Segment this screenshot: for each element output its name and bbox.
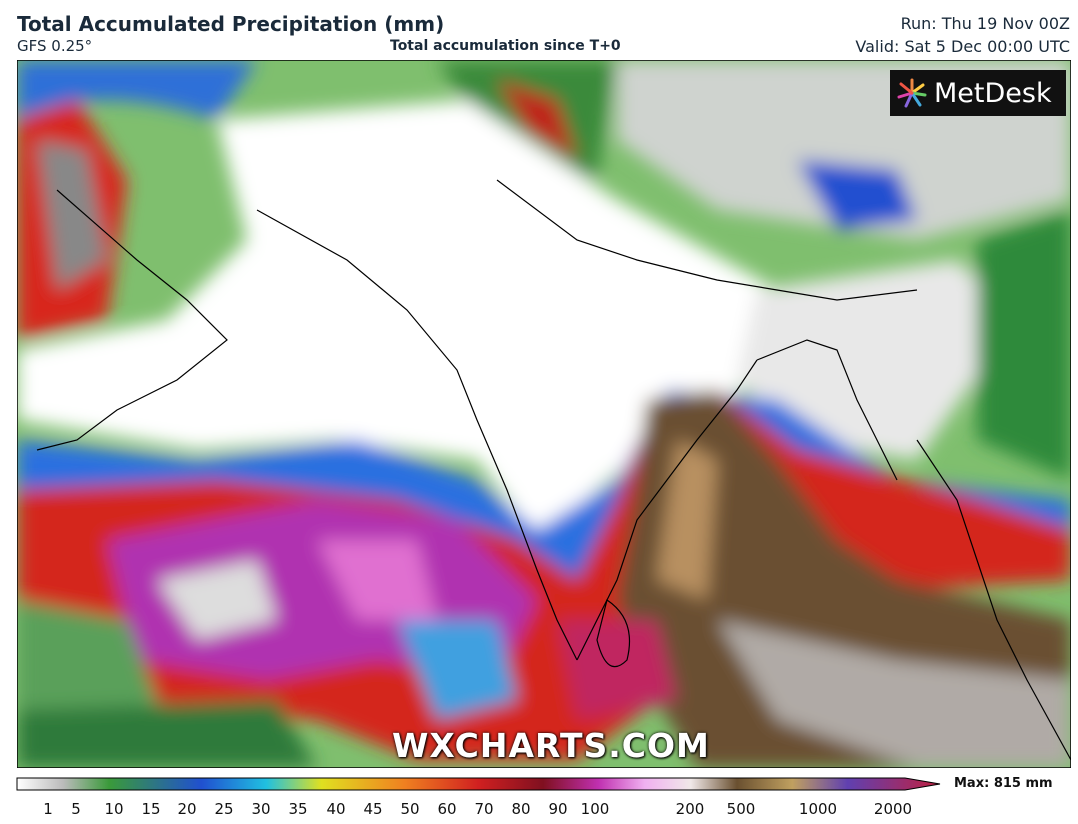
colorbar-tick-label: 1 (43, 800, 53, 818)
colorbar-tick-label: 1000 (798, 800, 838, 818)
logo: MetDesk (890, 70, 1066, 116)
colorbar-tick-label: 60 (437, 800, 457, 818)
subtitle: Total accumulation since T+0 (390, 38, 621, 54)
max-label: Max: 815 mm (954, 776, 1053, 791)
colorbar-tick-label: 30 (251, 800, 271, 818)
colorbar-tick-label: 10 (104, 800, 124, 818)
colorbar-tick-label: 35 (288, 800, 308, 818)
logo-icon (897, 78, 927, 108)
colorbar-tick-label: 25 (214, 800, 234, 818)
colorbar-tick-label: 5 (71, 800, 81, 818)
colorbar-tick-label: 70 (474, 800, 494, 818)
colorbar-tick-label: 40 (326, 800, 346, 818)
colorbar-tick-label: 2000 (873, 800, 913, 818)
colorbar-tick-label: 100 (580, 800, 610, 818)
colorbar-tick-label: 90 (548, 800, 568, 818)
watermark: WXCHARTS.COM (392, 726, 710, 765)
colorbar-tick-label: 20 (177, 800, 197, 818)
precipitation-map (17, 60, 1071, 768)
colorbar-tick-label: 500 (726, 800, 756, 818)
valid-time: Valid: Sat 5 Dec 00:00 UTC (855, 37, 1070, 56)
run-time: Run: Thu 19 Nov 00Z (900, 14, 1070, 33)
colorbar-tick-label: 50 (400, 800, 420, 818)
colorbar-tick-label: 15 (141, 800, 161, 818)
colorbar-tick-label: 45 (363, 800, 383, 818)
title: Total Accumulated Precipitation (mm) (17, 12, 445, 36)
model: GFS 0.25° (17, 37, 93, 55)
coastlines (36, 179, 1071, 761)
colorbar-tick-label: 200 (675, 800, 705, 818)
colorbar-tick-label: 80 (511, 800, 531, 818)
rain-field (17, 60, 1071, 768)
logo-text: MetDesk (934, 77, 1052, 109)
colorbar (16, 777, 941, 791)
